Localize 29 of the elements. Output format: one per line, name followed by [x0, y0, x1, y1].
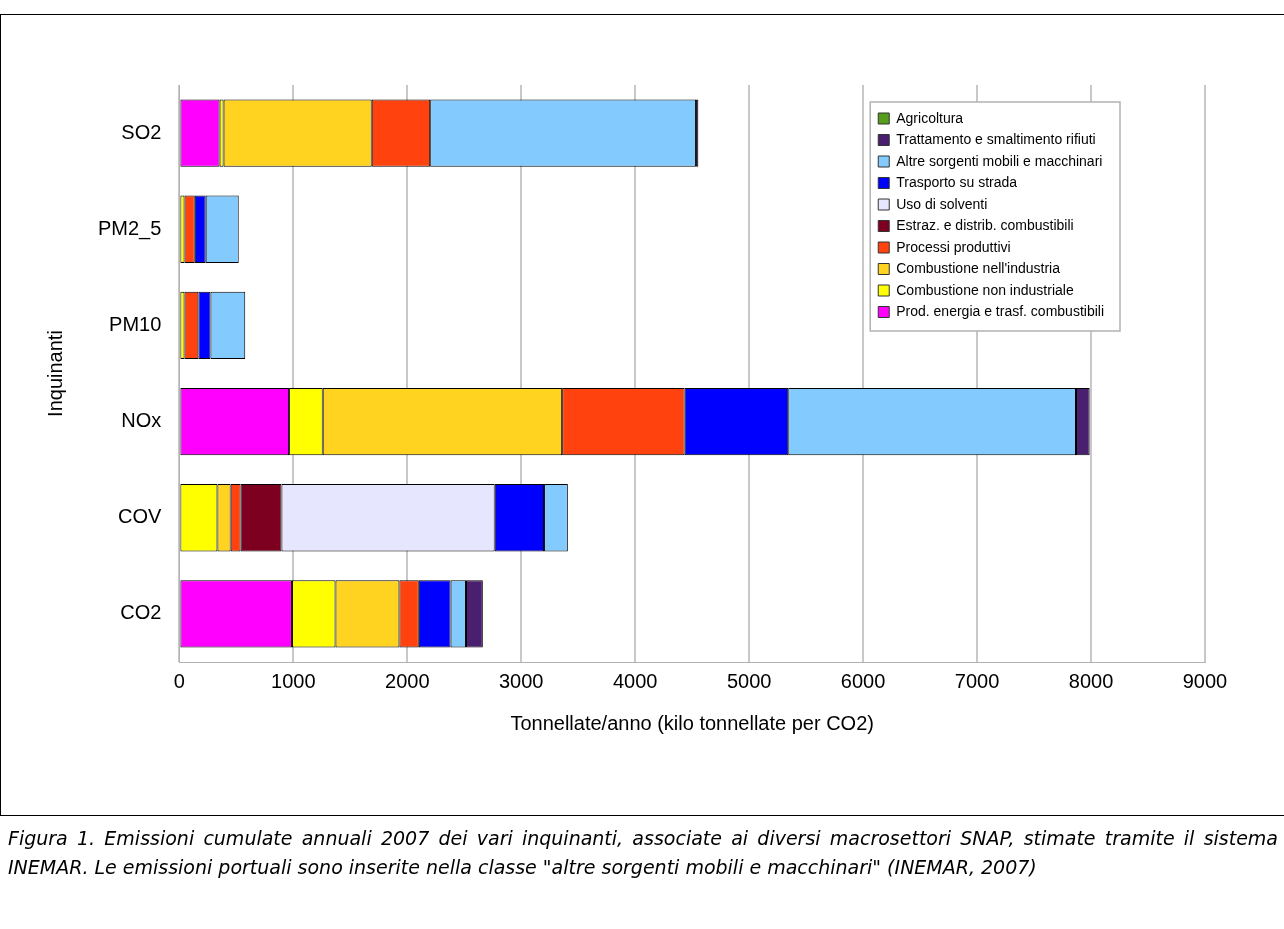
legend-label: Agricoltura [896, 109, 964, 126]
x-tick-label: 6000 [840, 669, 886, 692]
y-tick-label: PM2_5 [97, 216, 162, 240]
legend-label: Trattamento e smaltimento rifiuti [896, 131, 1096, 148]
x-tick-label: 3000 [499, 669, 544, 692]
legend-label: Trasporto su strada [896, 174, 1018, 191]
y-tick-label: COV [118, 505, 163, 528]
legend-label: Uso di solventi [896, 195, 988, 212]
x-tick-label: 7000 [954, 669, 1000, 692]
x-tick-label: 8000 [1068, 669, 1114, 692]
y-tick-label: PM10 [109, 312, 162, 335]
x-tick-label: 1000 [271, 669, 316, 692]
y-axis-title: Inquinanti [43, 330, 66, 417]
legend-label: Prod. energia e trasf. combustibili [896, 303, 1104, 320]
x-axis-title: Tonnellate/anno (kilo tonnellate per CO2) [510, 711, 874, 734]
x-tick-label: 9000 [1182, 669, 1228, 692]
legend-label: Combustione nell'industria [896, 260, 1061, 277]
legend-label: Combustione non industriale [896, 281, 1074, 298]
y-tick-label: NOx [121, 409, 162, 432]
legend-label: Estraz. e distrib. combustibili [896, 217, 1074, 234]
y-tick-label: SO2 [121, 120, 162, 143]
y-tick-label: CO2 [120, 601, 162, 624]
x-tick-label: 5000 [726, 669, 772, 692]
x-tick-label: 4000 [612, 669, 658, 692]
x-tick-label: 0 [173, 669, 185, 692]
text: Figura 1. Emissioni cumulate annuali 2007 dei vari inquinanti, associate ai diversi macrosettori SNAP, stimate tramite il sistema INEMAR. Le emissioni portuali sono inserite nella classe "altre sorgenti mobili e macchinari" (INEMAR, 2007) [8, 826, 1278, 880]
legend-label: Processi produttivi [896, 238, 1011, 255]
x-tick-label: 2000 [385, 669, 430, 692]
legend-label: Altre sorgenti mobili e macchinari [896, 152, 1103, 169]
